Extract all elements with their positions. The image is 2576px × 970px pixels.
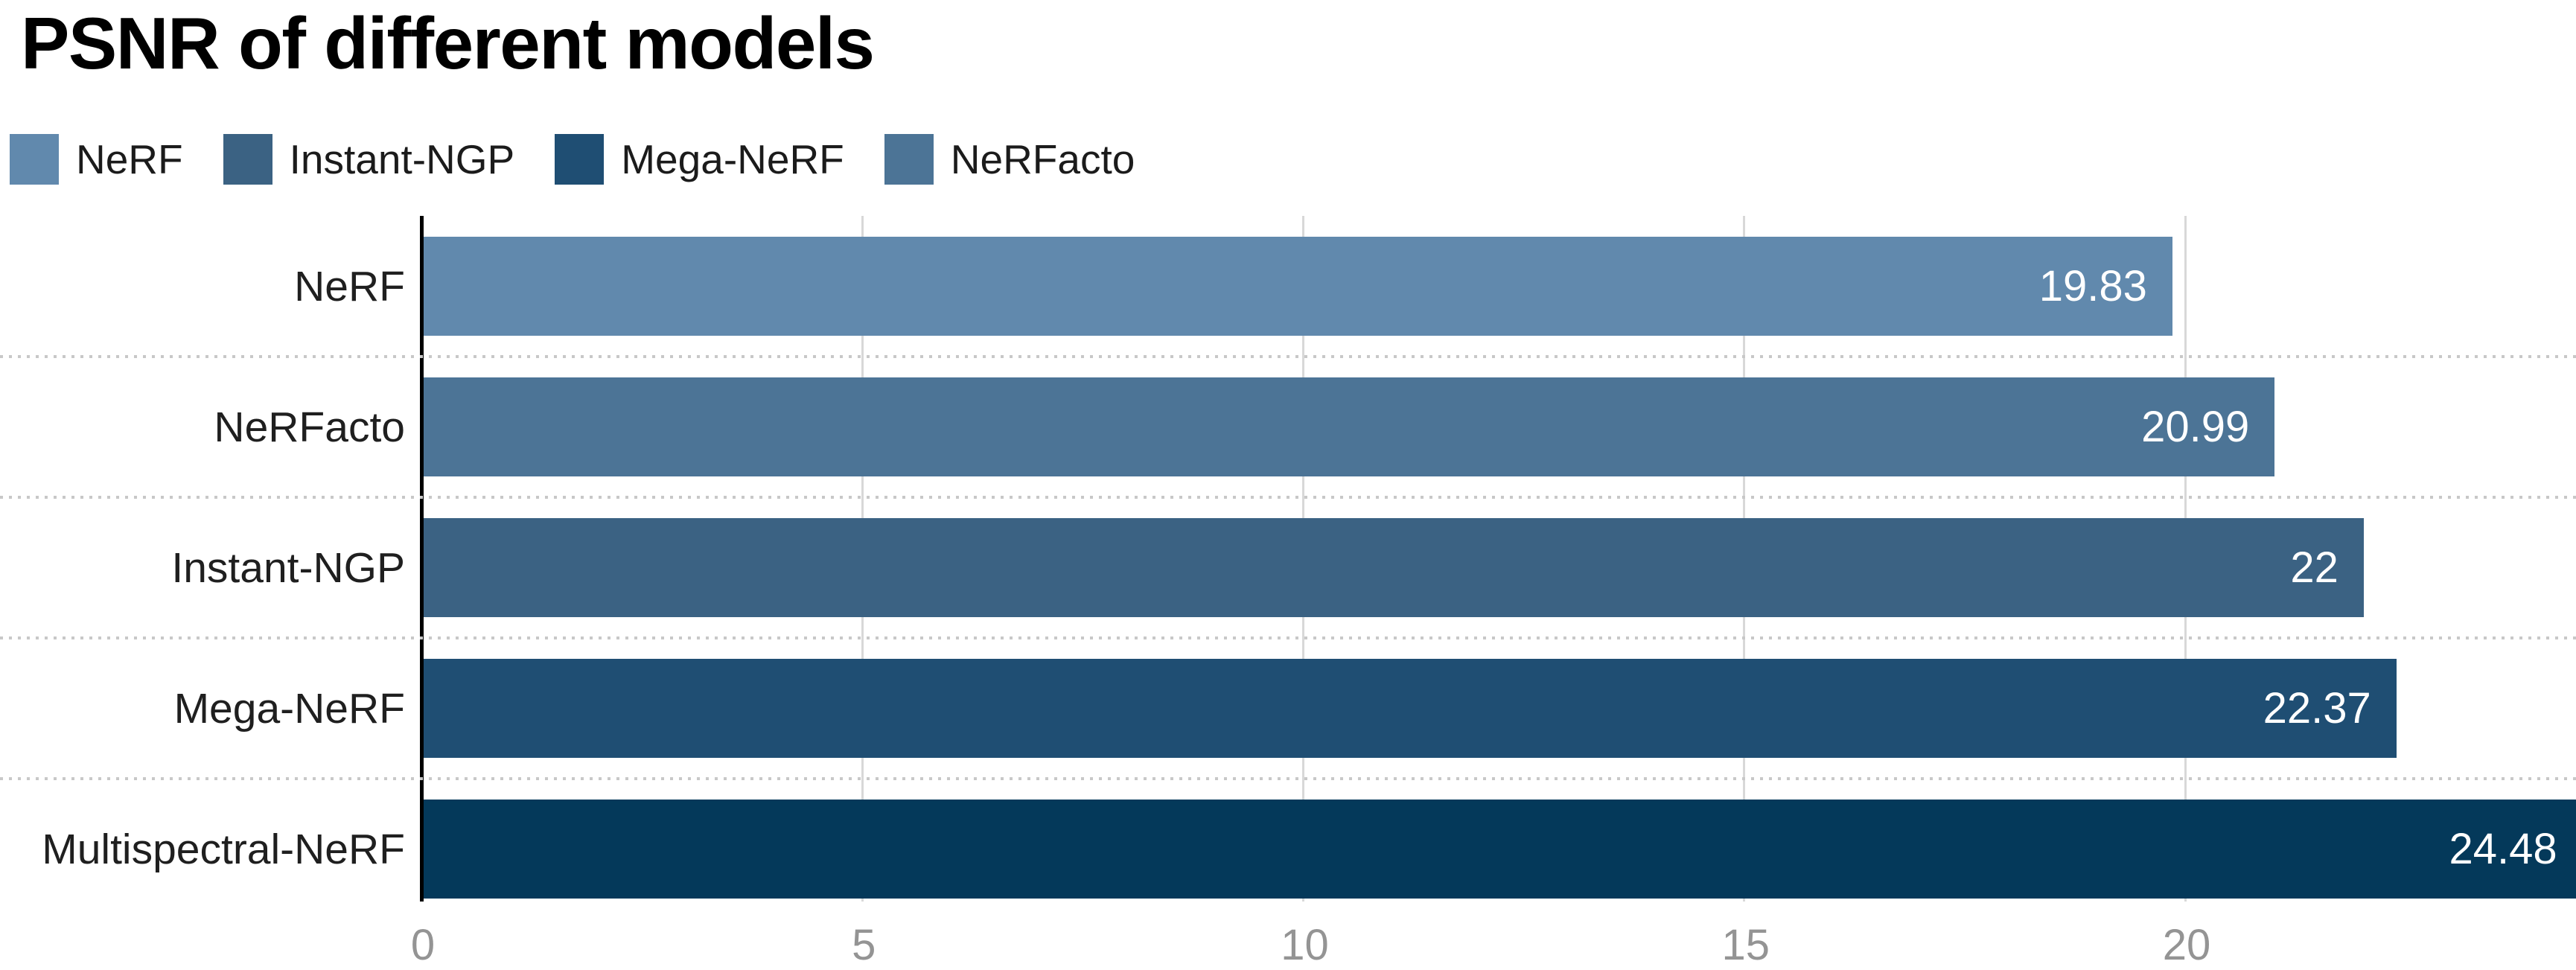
category-label: Instant-NGP — [171, 543, 405, 592]
legend-item: Mega-NeRF — [555, 134, 844, 185]
y-axis-line — [420, 216, 424, 902]
x-axis-tick-label: 10 — [1281, 921, 1329, 969]
legend-label: NeRF — [76, 135, 183, 182]
legend-swatch-icon — [555, 134, 605, 185]
x-axis-tick-label: 0 — [410, 921, 436, 969]
bar-value-label: 22.37 — [2263, 683, 2371, 733]
row-separator-dotted-line — [0, 777, 2576, 780]
x-axis-tick-label: 20 — [2162, 921, 2211, 969]
bar-row: NeRF 19.83 — [0, 216, 2576, 357]
legend-label: Mega-NeRF — [621, 135, 844, 182]
bar: 22.37 — [424, 659, 2397, 758]
chart-title: PSNR of different models — [21, 2, 875, 84]
bar: 22 — [424, 518, 2364, 617]
legend-item: NeRFacto — [884, 134, 1135, 185]
bar-row: Multispectral-NeRF 24.48 — [0, 779, 2576, 919]
legend-swatch-icon — [884, 134, 934, 185]
bar: 19.83 — [424, 237, 2172, 336]
row-separator-dotted-line — [0, 496, 2576, 499]
bar: 24.48 — [424, 800, 2576, 899]
bar-value-label: 22 — [2290, 543, 2339, 592]
bar: 20.99 — [424, 377, 2275, 476]
bar-row: NeRFacto 20.99 — [0, 357, 2576, 497]
legend-swatch-icon — [10, 134, 59, 185]
bar-row: Mega-NeRF 22.37 — [0, 638, 2576, 779]
legend-label: NeRFacto — [950, 135, 1135, 182]
x-axis-tick-label: 15 — [1721, 921, 1770, 969]
row-separator-dotted-line — [0, 355, 2576, 358]
category-label: NeRFacto — [214, 403, 405, 451]
legend-label: Instant-NGP — [289, 135, 515, 182]
legend-item: Instant-NGP — [223, 134, 515, 185]
category-label: Multispectral-NeRF — [42, 825, 405, 873]
category-label: Mega-NeRF — [173, 684, 405, 733]
chart-legend: NeRF Instant-NGP Mega-NeRF NeRFacto — [10, 134, 1135, 185]
bar-value-label: 19.83 — [2038, 261, 2147, 310]
legend-item: NeRF — [10, 134, 183, 185]
x-axis-tick-label: 5 — [852, 921, 876, 969]
category-label: NeRF — [294, 262, 405, 310]
legend-swatch-icon — [223, 134, 272, 185]
row-separator-dotted-line — [0, 636, 2576, 639]
bar-row: Instant-NGP 22 — [0, 497, 2576, 638]
bar-value-label: 24.48 — [2449, 824, 2557, 873]
bar-value-label: 20.99 — [2141, 402, 2250, 451]
